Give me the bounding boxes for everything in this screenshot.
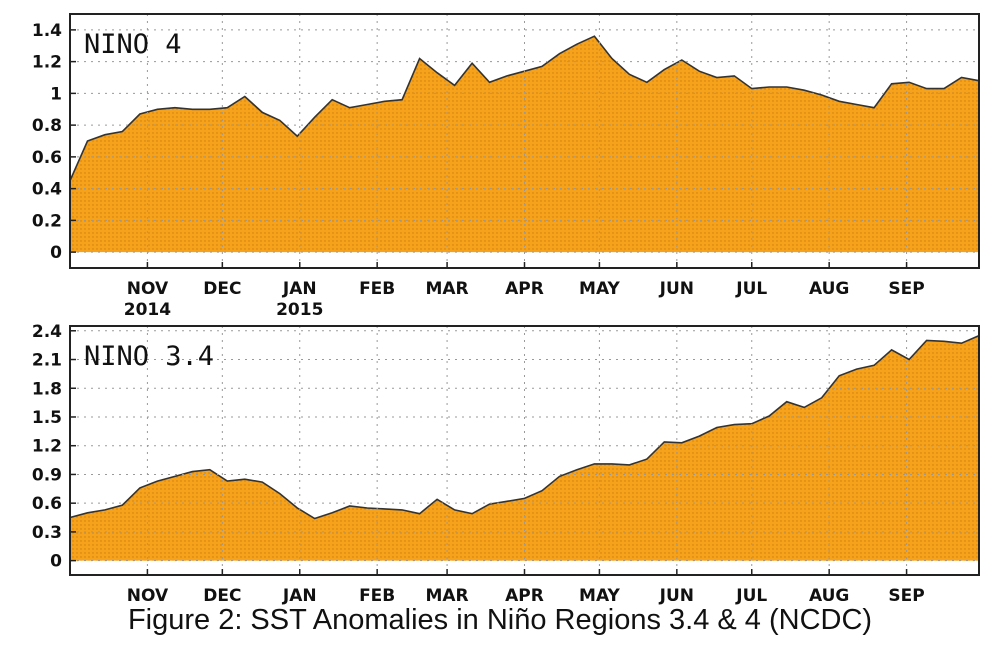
x-tick-label: NOV	[127, 586, 169, 606]
y-tick-label: 2.1	[32, 351, 62, 371]
x-tick-label: JAN	[282, 586, 317, 606]
y-tick-label: 1.5	[32, 408, 62, 428]
y-tick-label: 0.8	[32, 116, 62, 136]
x-tick-label: DEC	[203, 279, 241, 299]
x-tick-label: DEC	[203, 586, 241, 606]
figure-caption: Figure 2: SST Anomalies in Niño Regions …	[127, 604, 873, 636]
x-tick-label: JUL	[735, 279, 767, 299]
x-tick-label: MAY	[579, 279, 620, 299]
y-tick-label: 0.4	[32, 180, 62, 200]
anomaly-line	[69, 334, 980, 520]
x-tick-label: NOV	[127, 279, 169, 299]
x-tick-label: APR	[505, 586, 544, 606]
y-tick-label: 0.3	[32, 523, 62, 543]
nino34-chart: 0 0.3 0.6 0.9 1.2 1.5 1.8 2.1 2.4 NOV DEC JAN FEB MAR…	[32, 322, 980, 606]
x-tick-label: SEP	[888, 279, 924, 299]
x-tick-label: FEB	[359, 279, 395, 299]
y-tick-label: 0.2	[32, 211, 62, 231]
y-tick-label: 0	[50, 243, 62, 263]
x-tick-year-label: 2014	[124, 300, 171, 320]
x-tick-label: MAY	[579, 586, 620, 606]
x-tick-label: APR	[505, 279, 544, 299]
panel-title: NINO 4	[84, 29, 182, 60]
y-tick-label: 1.2	[32, 437, 62, 457]
x-tick-label: JAN	[282, 279, 317, 299]
y-tick-label: 0.6	[32, 148, 62, 168]
y-tick-label: 0.6	[32, 494, 62, 514]
y-tick-label: 1.4	[32, 21, 62, 41]
anomaly-area-texture	[70, 335, 979, 561]
x-tick-label: JUN	[659, 279, 694, 299]
anomaly-area-texture	[70, 36, 979, 253]
y-tick-label: 1.2	[32, 53, 62, 73]
y-tick-label: 2.4	[32, 322, 62, 342]
plot-frame	[69, 13, 980, 269]
x-tick-label: FEB	[359, 586, 395, 606]
x-tick-label: JUL	[735, 586, 767, 606]
panel-title: NINO 3.4	[84, 341, 214, 372]
y-tick-label: 0	[50, 552, 62, 572]
x-tick-label: AUG	[809, 586, 849, 606]
x-tick-label: MAR	[425, 279, 468, 299]
x-tick-label: SEP	[888, 586, 924, 606]
x-tick-label: AUG	[809, 279, 849, 299]
y-tick-label: 0.9	[32, 465, 62, 485]
y-tick-label: 1	[50, 84, 62, 104]
x-tick-label: JUN	[659, 586, 694, 606]
plot-frame	[69, 325, 980, 576]
x-tick-year-label: 2015	[276, 300, 323, 320]
y-tick-label: 1.8	[32, 379, 62, 399]
x-tick-label: MAR	[425, 586, 468, 606]
